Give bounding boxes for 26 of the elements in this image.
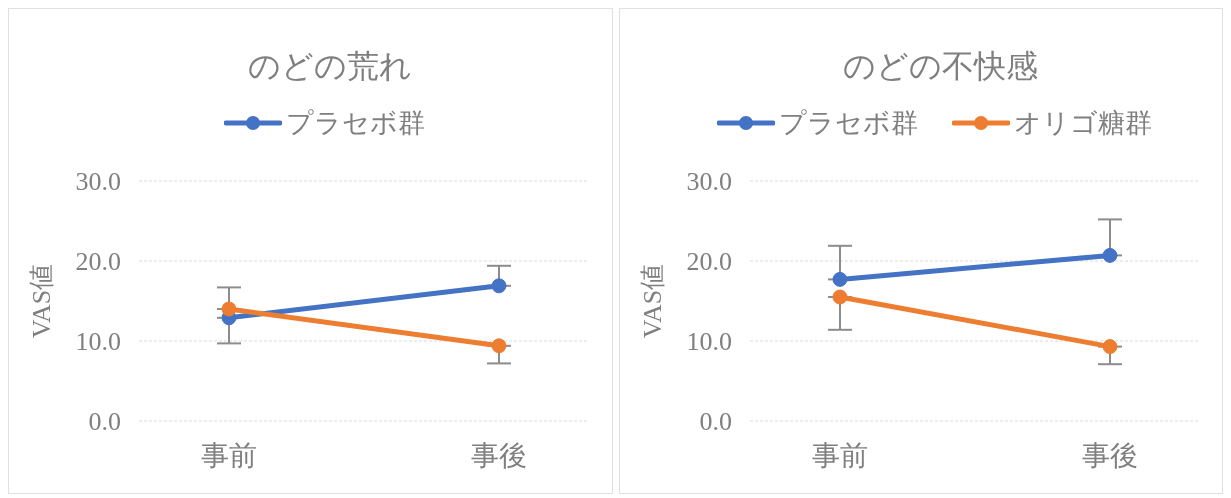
x-tick-label: 事後 [1081,439,1138,471]
point [1102,339,1117,355]
y-tick-label: 30.0 [75,167,121,197]
y-tick-label: 20.0 [686,247,732,277]
x-tick-label: 事前 [811,439,868,471]
y-tick-label: 0.0 [88,407,121,437]
legend-label: プラセボ群 [779,107,918,140]
point [832,271,847,287]
y-axis-title: VAS値 [27,263,57,339]
legend-label: プラセボ群 [285,107,425,140]
x-tick-label: 事前 [201,439,257,471]
point [491,338,507,354]
y-tick-label: 10.0 [686,327,732,357]
point [221,301,237,317]
chart-title: のどの荒れ [247,47,414,86]
y-tick-label: 0.0 [699,407,732,437]
point [1102,247,1117,263]
y-tick-label: 20.0 [75,247,121,277]
x-tick-label: 事後 [471,439,527,471]
legend-label: オリゴ糖群 [1014,107,1152,140]
chart-title: のどの不快感 [842,47,1040,86]
y-axis-title: VAS値 [637,263,667,339]
point [832,289,847,305]
point [491,278,507,294]
y-tick-label: 10.0 [75,327,121,357]
y-tick-label: 30.0 [686,167,732,197]
